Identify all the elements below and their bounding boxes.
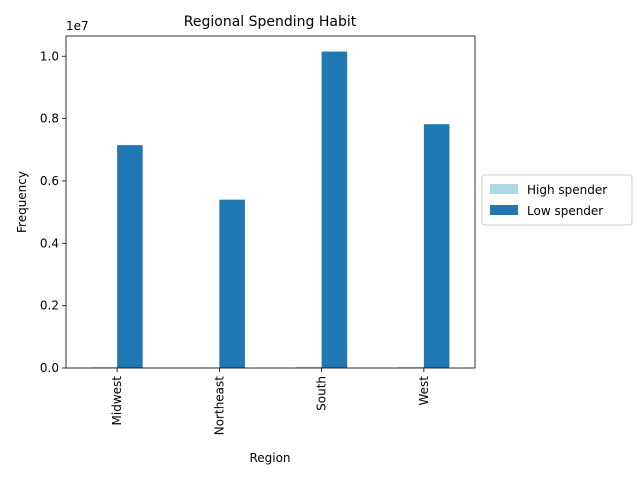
bar-midwest-high-spender xyxy=(91,367,118,368)
y-offset-text: 1e7 xyxy=(66,19,89,33)
plot-frame xyxy=(65,35,476,369)
chart-title: Regional Spending Habit xyxy=(184,14,357,30)
y-axis: 0.0 0.2 0.4 0.6 0.8 1.0 xyxy=(40,49,66,375)
bars-layer xyxy=(91,51,450,369)
y-axis-label: Frequency xyxy=(15,171,29,233)
y-tick-label: 0.6 xyxy=(40,174,59,188)
legend-label-low-spender: Low spender xyxy=(527,204,603,218)
y-tick-label: 0.4 xyxy=(40,236,59,250)
x-axis-label: Region xyxy=(249,451,290,465)
legend-swatch-high-spender xyxy=(490,184,518,194)
x-tick-label-west: West xyxy=(417,376,431,406)
bar-northeast-low-spender xyxy=(219,199,245,368)
x-tick-label-northeast: Northeast xyxy=(212,376,226,436)
x-tick-label-midwest: Midwest xyxy=(110,376,124,426)
y-tick-label: 1.0 xyxy=(40,49,59,63)
bar-south-high-spender xyxy=(296,366,322,368)
legend-swatch-low-spender xyxy=(490,205,518,215)
y-tick-label: 0.0 xyxy=(40,361,59,375)
y-tick-label: 0.2 xyxy=(40,299,59,313)
bar-west-low-spender xyxy=(423,124,450,369)
legend-label-high-spender: High spender xyxy=(527,183,607,197)
legend: High spender Low spender xyxy=(481,174,633,226)
bar-south-low-spender xyxy=(321,51,348,368)
legend-box xyxy=(481,174,633,226)
x-tick-label-south: South xyxy=(315,376,329,411)
x-axis: Midwest Northeast South West xyxy=(110,368,431,435)
bar-west-high-spender xyxy=(398,366,424,368)
bar-midwest-low-spender xyxy=(117,145,143,368)
y-tick-label: 0.8 xyxy=(40,112,59,126)
